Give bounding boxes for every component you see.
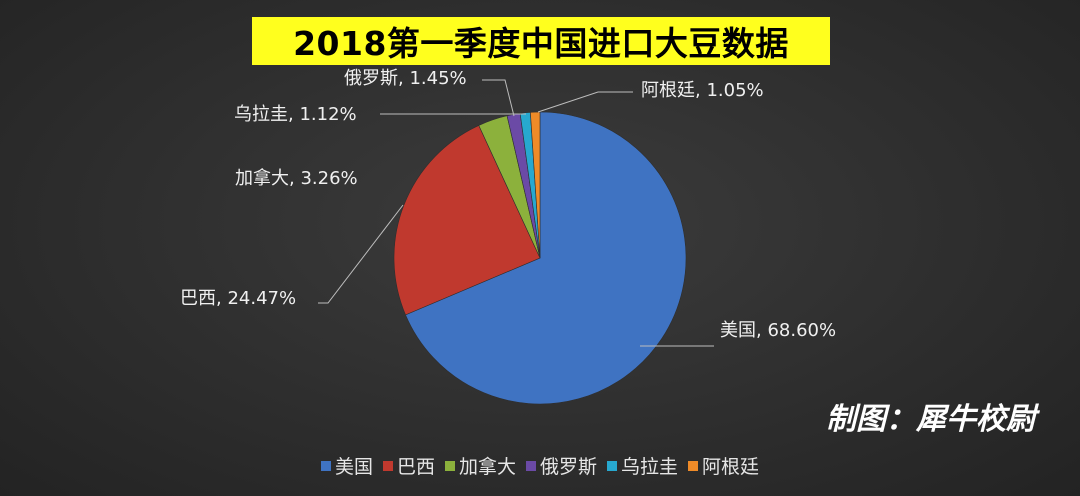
chart-title-box: 2018第一季度中国进口大豆数据 — [252, 17, 830, 65]
legend-label-3: 俄罗斯 — [540, 456, 598, 478]
legend-swatch-5 — [688, 460, 699, 471]
pie-slice-0 — [405, 111, 687, 405]
legend-item-4: 乌拉圭 — [607, 452, 678, 479]
legend-label-1: 巴西 — [396, 456, 435, 478]
legend-label-5: 阿根廷 — [702, 456, 760, 478]
legend-swatch-2 — [444, 460, 455, 471]
legend-item-2: 加拿大 — [444, 452, 516, 479]
chart-title: 2018第一季度中国进口大豆数据 — [293, 24, 789, 63]
chart-legend: 美国 巴西 加拿大 俄罗斯 乌拉圭 阿根廷 — [0, 452, 1080, 479]
leader-line-1 — [318, 204, 404, 304]
leader-line-3 — [482, 79, 515, 117]
data-label-0: 美国, 68.60% — [720, 320, 836, 341]
data-label-3: 俄罗斯, 1.45% — [344, 68, 467, 89]
legend-swatch-1 — [382, 460, 393, 471]
legend-swatch-0 — [320, 460, 331, 471]
data-label-4: 乌拉圭, 1.12% — [234, 104, 357, 125]
pie-slice-5 — [530, 111, 541, 259]
data-label-2: 加拿大, 3.26% — [235, 167, 358, 189]
data-label-1: 巴西, 24.47% — [180, 288, 296, 309]
legend-item-1: 巴西 — [382, 452, 435, 479]
legend-swatch-4 — [607, 460, 618, 471]
legend-swatch-3 — [526, 460, 536, 471]
legend-label-0: 美国 — [334, 456, 373, 478]
leader-line-5 — [537, 91, 633, 113]
legend-label-4: 乌拉圭 — [621, 456, 679, 478]
watermark: 制图：犀牛校尉 — [826, 402, 1036, 437]
legend-item-0: 美国 — [320, 452, 373, 479]
legend-item-3: 俄罗斯 — [526, 452, 597, 479]
legend-item-5: 阿根廷 — [688, 452, 759, 479]
legend-label-2: 加拿大 — [458, 456, 516, 478]
pie-slice-1 — [393, 125, 541, 316]
data-label-5: 阿根廷, 1.05% — [641, 80, 764, 101]
